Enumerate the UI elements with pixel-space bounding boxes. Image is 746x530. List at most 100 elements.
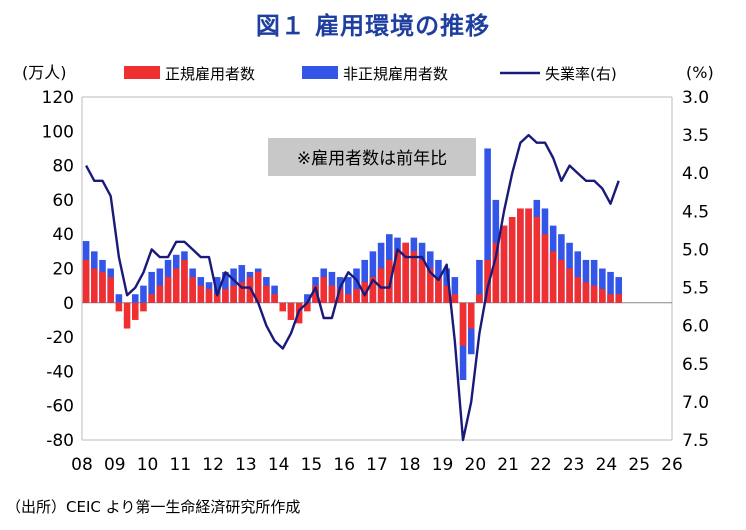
- bar-regular: [91, 268, 98, 303]
- x-tick-label: 23: [563, 455, 585, 475]
- right-unit-label: (%): [686, 63, 714, 82]
- bar-regular: [418, 259, 426, 303]
- x-tick-label: 13: [235, 455, 257, 475]
- x-tick-label: 11: [170, 455, 192, 475]
- right-tick-label: 4.5: [682, 202, 709, 222]
- bar-nonregular: [582, 259, 590, 303]
- bar-regular: [197, 285, 205, 303]
- bar-nonregular: [140, 285, 147, 303]
- bar-regular: [394, 251, 401, 303]
- bar-regular: [107, 277, 114, 303]
- bar-nonregular: [353, 268, 360, 303]
- bar-regular: [115, 302, 123, 312]
- bar-regular: [582, 282, 590, 303]
- right-tick-label: 6.5: [682, 355, 709, 375]
- bar-nonregular: [271, 285, 278, 303]
- bar-regular: [476, 294, 483, 303]
- bar-regular: [222, 289, 229, 303]
- bar-regular: [320, 277, 328, 303]
- bar-nonregular: [476, 259, 483, 303]
- left-tick-label: 120: [42, 88, 74, 108]
- bar-regular: [205, 289, 213, 303]
- x-tick-label: 20: [465, 455, 487, 475]
- bar-regular: [271, 294, 278, 303]
- x-tick-label: 17: [366, 455, 388, 475]
- bar-regular: [312, 285, 319, 303]
- left-tick-label: -60: [46, 397, 74, 417]
- bar-nonregular: [345, 277, 352, 303]
- bar-nonregular: [607, 271, 614, 303]
- bar-regular: [517, 208, 524, 303]
- bar-regular: [172, 268, 180, 303]
- bar-nonregular: [590, 259, 598, 303]
- bar-regular: [82, 259, 90, 303]
- bar-regular: [607, 294, 614, 303]
- bar-nonregular: [115, 294, 123, 303]
- bar-regular: [328, 285, 336, 303]
- right-tick-label: 5.5: [682, 279, 709, 299]
- x-tick-label: 26: [661, 455, 683, 475]
- bar-regular: [181, 259, 188, 303]
- bar-regular: [426, 268, 434, 303]
- bar-nonregular: [451, 277, 459, 303]
- bar-regular: [99, 271, 106, 303]
- bar-nonregular: [361, 259, 368, 303]
- bars-layer: [82, 148, 623, 380]
- left-tick-label: 40: [52, 225, 74, 245]
- bar-regular: [525, 208, 532, 303]
- right-tick-label: 6.0: [682, 317, 709, 337]
- bar-regular: [443, 285, 450, 303]
- x-tick-label: 15: [301, 455, 323, 475]
- bar-regular: [304, 302, 311, 312]
- bar-regular: [574, 277, 582, 303]
- bar-regular: [459, 302, 467, 346]
- legend-label-regular: 正規雇用者数: [165, 65, 255, 83]
- bar-regular: [123, 302, 131, 329]
- bar-regular: [238, 282, 246, 303]
- bar-regular: [492, 242, 500, 303]
- bar-regular: [377, 268, 385, 303]
- bar-regular: [435, 277, 442, 303]
- left-tick-label: -40: [46, 362, 74, 382]
- bar-nonregular: [615, 277, 623, 303]
- bar-regular: [148, 294, 155, 303]
- x-tick-label: 09: [104, 455, 126, 475]
- bar-regular: [533, 217, 541, 303]
- right-tick-label: 3.5: [682, 126, 709, 146]
- bar-regular: [361, 282, 368, 303]
- x-tick-label: 18: [399, 455, 421, 475]
- bar-regular: [484, 259, 491, 303]
- x-tick-label: 08: [71, 455, 93, 475]
- left-unit-label: (万人): [22, 63, 67, 82]
- bar-regular: [353, 289, 360, 303]
- legend-label-unemployment: 失業率(右): [545, 65, 617, 83]
- annotation-text: ※雇用者数は前年比: [297, 149, 447, 169]
- right-tick-label: 3.0: [682, 88, 709, 108]
- bar-regular: [369, 277, 377, 303]
- bar-regular: [451, 294, 459, 303]
- right-tick-label: 4.0: [682, 164, 709, 184]
- legend-swatch-nonregular: [302, 66, 338, 79]
- right-tick-label: 5.0: [682, 240, 709, 260]
- bar-regular: [599, 289, 606, 303]
- bar-nonregular: [148, 271, 155, 303]
- labels-layer: 120 100 80 60 40 20 0 -20 -40 -60 -80 3.0 3.5 4.0 4.5 5…: [42, 88, 710, 475]
- bar-nonregular: [131, 294, 139, 303]
- x-tick-label: 25: [628, 455, 650, 475]
- x-tick-label: 24: [596, 455, 618, 475]
- bar-regular: [541, 234, 549, 303]
- x-tick-label: 21: [497, 455, 519, 475]
- bar-regular: [131, 302, 139, 320]
- x-tick-label: 10: [137, 455, 159, 475]
- bar-regular: [558, 259, 565, 303]
- bar-regular: [590, 285, 598, 303]
- x-tick-label: 14: [268, 455, 290, 475]
- x-tick-label: 12: [202, 455, 224, 475]
- left-tick-label: 20: [52, 260, 74, 280]
- bar-nonregular: [484, 148, 491, 303]
- bar-regular: [500, 225, 508, 303]
- bar-regular: [410, 251, 418, 303]
- left-tick-label: 80: [52, 157, 74, 177]
- left-tick-label: 0: [63, 294, 74, 314]
